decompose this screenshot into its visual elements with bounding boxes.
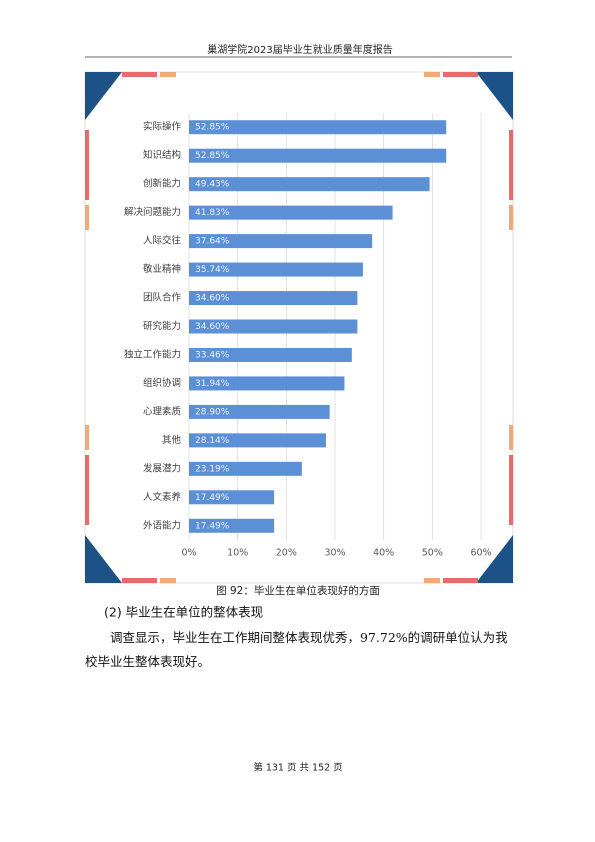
x-tick-label: 30% xyxy=(324,548,345,559)
stripe xyxy=(85,425,89,450)
stripe xyxy=(160,578,176,583)
value-label: 49.43% xyxy=(195,180,230,190)
value-label: 41.83% xyxy=(195,208,230,218)
corner xyxy=(476,72,513,120)
bar xyxy=(189,177,430,192)
bar xyxy=(189,205,393,220)
page-footer: 第 131 页 共 152 页 xyxy=(253,762,342,774)
value-label: 31.94% xyxy=(195,379,230,389)
y-tick-label: 创新能力 xyxy=(143,178,181,190)
stripe xyxy=(509,455,513,525)
y-tick-label: 独立工作能力 xyxy=(124,348,181,360)
bar xyxy=(189,262,363,277)
chart: 0% 10% 20% 30% 40% 50% 60% 实际操作 52.85% 知识结构 52.85%… xyxy=(124,113,492,559)
x-tick-label: 40% xyxy=(373,548,394,559)
stripe xyxy=(122,578,157,583)
bar xyxy=(189,461,302,476)
y-tick-label: 敬业精神 xyxy=(143,263,181,275)
bar xyxy=(189,490,275,505)
stripe xyxy=(424,72,440,77)
stripe xyxy=(85,130,89,200)
y-tick-label: 心理素质 xyxy=(143,405,182,417)
stripe xyxy=(85,455,89,525)
value-label: 23.19% xyxy=(195,464,230,474)
x-tick-label: 10% xyxy=(227,548,248,559)
corner xyxy=(476,535,513,583)
y-tick-label: 解决问题能力 xyxy=(124,206,181,218)
bar xyxy=(189,291,358,306)
stripe xyxy=(509,205,513,230)
bar xyxy=(189,148,447,163)
value-label: 34.60% xyxy=(195,294,230,304)
stripe xyxy=(122,72,157,77)
value-label: 28.14% xyxy=(195,436,230,446)
value-label: 17.49% xyxy=(195,493,230,503)
bar xyxy=(189,404,330,419)
value-label: 35.74% xyxy=(195,265,230,275)
corner xyxy=(85,72,122,120)
stripe xyxy=(509,130,513,200)
value-label: 52.85% xyxy=(195,123,230,133)
bar xyxy=(189,433,326,448)
bar xyxy=(189,319,358,334)
bar xyxy=(189,120,447,135)
y-tick-label: 团队合作 xyxy=(143,292,182,304)
y-tick-label: 人文素养 xyxy=(143,491,182,503)
caption: 图 92：毕业生在单位表现好的方面 xyxy=(216,584,380,597)
corner xyxy=(85,535,122,583)
y-tick-label: 其他 xyxy=(162,434,182,446)
value-label: 17.49% xyxy=(195,521,230,531)
y-tick-label: 外语能力 xyxy=(143,519,181,531)
x-tick-label: 20% xyxy=(276,548,297,559)
value-label: 37.64% xyxy=(195,237,230,247)
value-label: 52.85% xyxy=(195,151,230,161)
stripe xyxy=(424,578,440,583)
y-tick-label: 知识结构 xyxy=(143,149,181,161)
stripe xyxy=(443,72,478,77)
y-tick-label: 实际操作 xyxy=(143,121,182,133)
value-label: 34.60% xyxy=(195,322,230,332)
header: 巢湖学院2023届毕业生就业质量年度报告 xyxy=(207,43,392,56)
bar xyxy=(189,518,275,533)
x-tick-label: 60% xyxy=(470,548,491,559)
x-tick-label: 0% xyxy=(181,548,196,559)
stripe xyxy=(509,425,513,450)
y-tick-label: 人际交往 xyxy=(143,235,182,247)
bar xyxy=(189,376,345,391)
value-label: 28.90% xyxy=(195,407,230,417)
bar xyxy=(189,347,352,362)
x-tick-label: 50% xyxy=(422,548,443,559)
section-heading: (2) 毕业生在单位的整体表现 xyxy=(104,605,263,620)
stripe xyxy=(85,205,89,230)
stripe xyxy=(443,578,478,583)
bar xyxy=(189,234,373,249)
value-label: 33.46% xyxy=(195,350,230,360)
y-tick-label: 研究能力 xyxy=(143,320,181,332)
paragraph: 调查显示，毕业生在工作期间整体表现优秀，97.72%的调研单位认为我校毕业生整体… xyxy=(85,630,508,669)
stripe xyxy=(160,72,176,77)
y-tick-label: 组织协调 xyxy=(143,377,181,389)
y-tick-label: 发展潜力 xyxy=(143,462,181,474)
